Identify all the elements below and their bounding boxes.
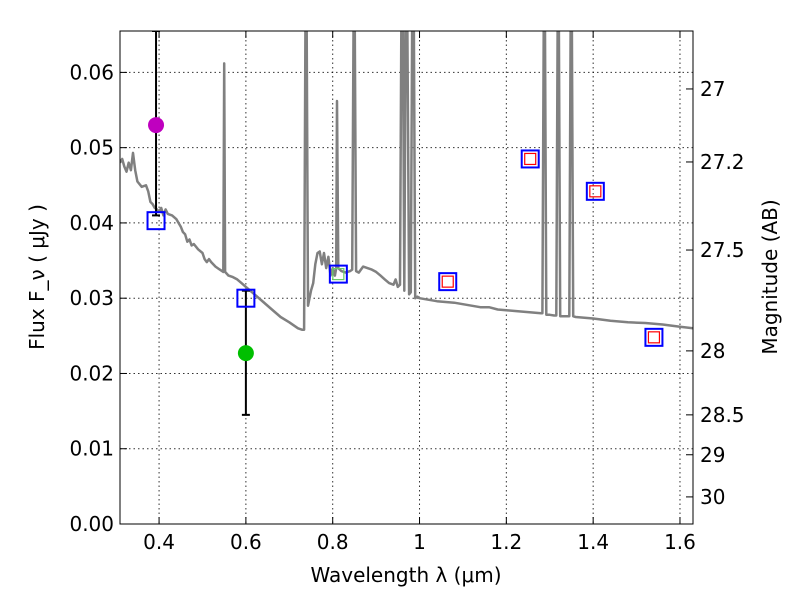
data-layer — [120, 31, 693, 416]
y2-tick-label: 30 — [700, 485, 725, 509]
y2-tick-label: 28 — [700, 339, 725, 363]
x-tick-label: 0.4 — [143, 530, 175, 554]
y-tick-label: 0.03 — [69, 286, 114, 310]
photometry-point — [148, 117, 165, 134]
y-axis-label: Flux F_ν ( μJy ) — [25, 204, 49, 350]
x-tick-label: 0.6 — [230, 530, 262, 554]
model-square — [146, 211, 166, 231]
model-square — [328, 264, 348, 284]
y-tick-label: 0.05 — [69, 136, 114, 160]
x-tick-label: 0.8 — [317, 530, 349, 554]
y2-tick-label: 27 — [700, 77, 725, 101]
y2-tick-label: 27.5 — [700, 238, 745, 262]
plot-frame — [119, 30, 694, 525]
sed-model-line — [120, 31, 693, 332]
x-axis-label: Wavelength λ (μm) — [310, 563, 501, 587]
plot-background — [120, 31, 693, 524]
inner-square — [441, 275, 454, 288]
y2-tick-label: 28.5 — [700, 403, 745, 427]
x-tick-label: 1 — [413, 530, 426, 554]
tick-labels: 0.4 0.6 0.8 1 1.2 1.4 1.6 0.00 0.01 0.02 0.03 0.04 0… — [69, 60, 744, 554]
y-tick-label: 0.00 — [69, 512, 114, 536]
photometry-point — [237, 345, 254, 362]
model-square — [236, 288, 256, 308]
y-tick-label: 0.02 — [69, 361, 114, 385]
inner-square — [647, 331, 661, 344]
y-tick-label: 0.06 — [69, 60, 114, 84]
model-square — [644, 327, 664, 347]
x-tick-label: 1.2 — [490, 530, 522, 554]
y-tick-label: 0.04 — [69, 211, 114, 235]
inner-square — [589, 185, 602, 198]
y2-tick-label: 29 — [700, 443, 725, 467]
y-tick-label: 0.01 — [69, 437, 114, 461]
x-tick-label: 1.4 — [577, 530, 609, 554]
x-tick-label: 1.6 — [664, 530, 696, 554]
model-square — [585, 181, 605, 201]
inner-square — [332, 268, 345, 281]
inner-square — [524, 152, 537, 166]
y2-tick-label: 27.2 — [700, 150, 745, 174]
model-square — [520, 149, 540, 169]
model-square — [438, 272, 458, 292]
y2-axis-label: Magnitude (AB) — [758, 199, 782, 354]
ticks — [120, 31, 693, 525]
